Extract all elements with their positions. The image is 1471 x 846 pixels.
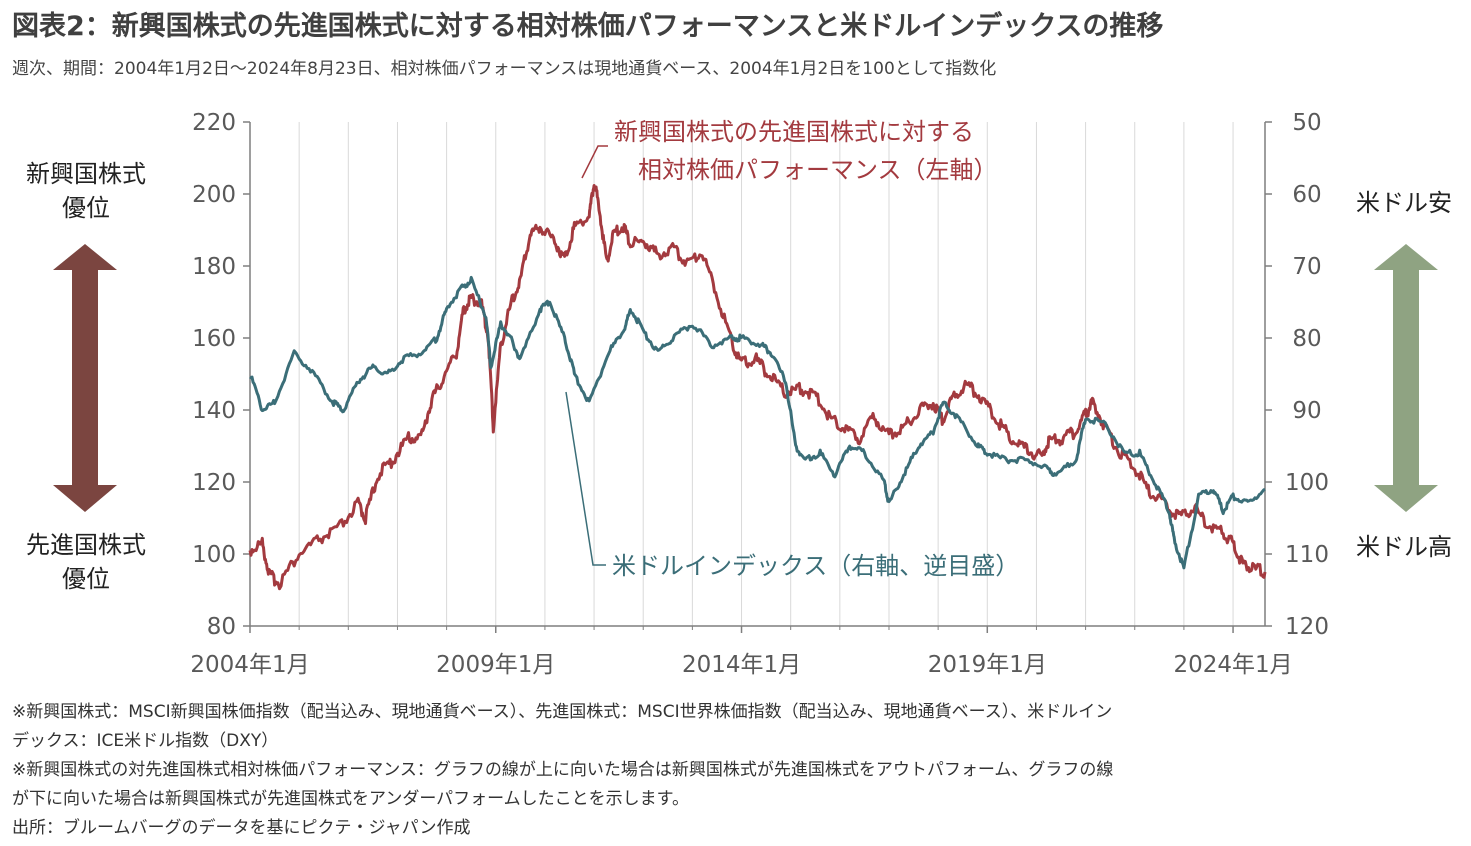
left-tick-label: 200 (192, 182, 236, 208)
chart-svg: 80 100 120 140 160 180 200 220 50 60 70 80 90 100 110 1… (53, 110, 1438, 678)
footnote-line: 出所：ブルームバーグのデータを基にピクテ・ジャパン作成 (12, 818, 471, 838)
em-annotation-line1: 新興国株式の先進国株式に対する (614, 118, 974, 146)
left-tick-label: 80 (207, 614, 236, 640)
left-top-label: 新興国株式 優位 (8, 157, 164, 225)
usd-annotation-leader (565, 391, 606, 566)
right-tick-label: 60 (1292, 182, 1321, 208)
usd-index-line (249, 275, 1266, 570)
left-arrow-shape (53, 244, 117, 512)
chart-title: 図表2：新興国株式の先進国株式に対する相対株価パフォーマンスと米ドルインデックス… (12, 11, 1164, 42)
em-annotation-leader (581, 145, 608, 179)
em-relative-performance-line (248, 184, 1267, 591)
footnotes: ※新興国株式：MSCI新興国株価指数（配当込み、現地通貨ベース）、先進国株式：M… (12, 698, 1462, 843)
footnote-line: ※新興国株式：MSCI新興国株価指数（配当込み、現地通貨ベース）、先進国株式：M… (12, 702, 1113, 722)
x-tick-label: 2019年1月 (928, 652, 1047, 678)
x-tick-label: 2014年1月 (682, 652, 801, 678)
x-tick-label: 2004年1月 (190, 652, 309, 678)
right-tick-label: 100 (1285, 470, 1329, 496)
right-tick-label: 80 (1292, 326, 1321, 352)
footnote-line: が下に向いた場合は新興国株式が先進国株式をアンダーパフォームしたことを示します。 (12, 789, 689, 809)
right-tick-label: 120 (1285, 614, 1329, 640)
left-tick-label: 140 (192, 398, 236, 424)
footnote-line: ※新興国株式の対先進国株式相対株価パフォーマンス：グラフの線が上に向いた場合は新… (12, 760, 1114, 780)
left-tick-label: 220 (192, 110, 236, 136)
right-tick-label: 70 (1292, 254, 1321, 280)
footnote-line: デックス：ICE米ドル指数（DXY） (12, 731, 279, 751)
chart-subtitle: 週次、期間：2004年1月2日～2024年8月23日、相対株価パフォーマンスは現… (12, 59, 997, 79)
left-bottom-label-line1: 先進国株式 (26, 531, 146, 559)
left-tick-label: 100 (192, 542, 236, 568)
em-annotation-line2: 相対株価パフォーマンス（左軸） (638, 156, 998, 184)
left-tick-label: 160 (192, 326, 236, 352)
left-tick-label: 120 (192, 470, 236, 496)
left-bottom-label: 先進国株式 優位 (8, 528, 164, 596)
x-tick-label: 2024年1月 (1173, 652, 1292, 678)
left-tick-label: 180 (192, 254, 236, 280)
right-arrow (1374, 244, 1438, 512)
usd-annotation: 米ドルインデックス（右軸、逆目盛） (612, 552, 1019, 580)
right-tick-label: 110 (1285, 542, 1329, 568)
tick-labels: 80 100 120 140 160 180 200 220 50 60 70 80 90 100 110 1… (190, 110, 1329, 678)
left-bottom-label-line2: 優位 (62, 565, 110, 593)
series-lines (248, 184, 1267, 591)
x-tick-label: 2009年1月 (436, 652, 555, 678)
left-arrow (53, 244, 117, 512)
right-tick-label: 50 (1292, 110, 1321, 136)
right-bottom-label: 米ドル高 (1356, 533, 1452, 561)
right-top-label: 米ドル安 (1356, 189, 1452, 217)
axes (243, 121, 1272, 633)
left-top-label-line2: 優位 (62, 194, 110, 222)
left-top-label-line1: 新興国株式 (26, 160, 146, 188)
right-tick-label: 90 (1292, 398, 1321, 424)
right-arrow-shape (1374, 244, 1438, 512)
